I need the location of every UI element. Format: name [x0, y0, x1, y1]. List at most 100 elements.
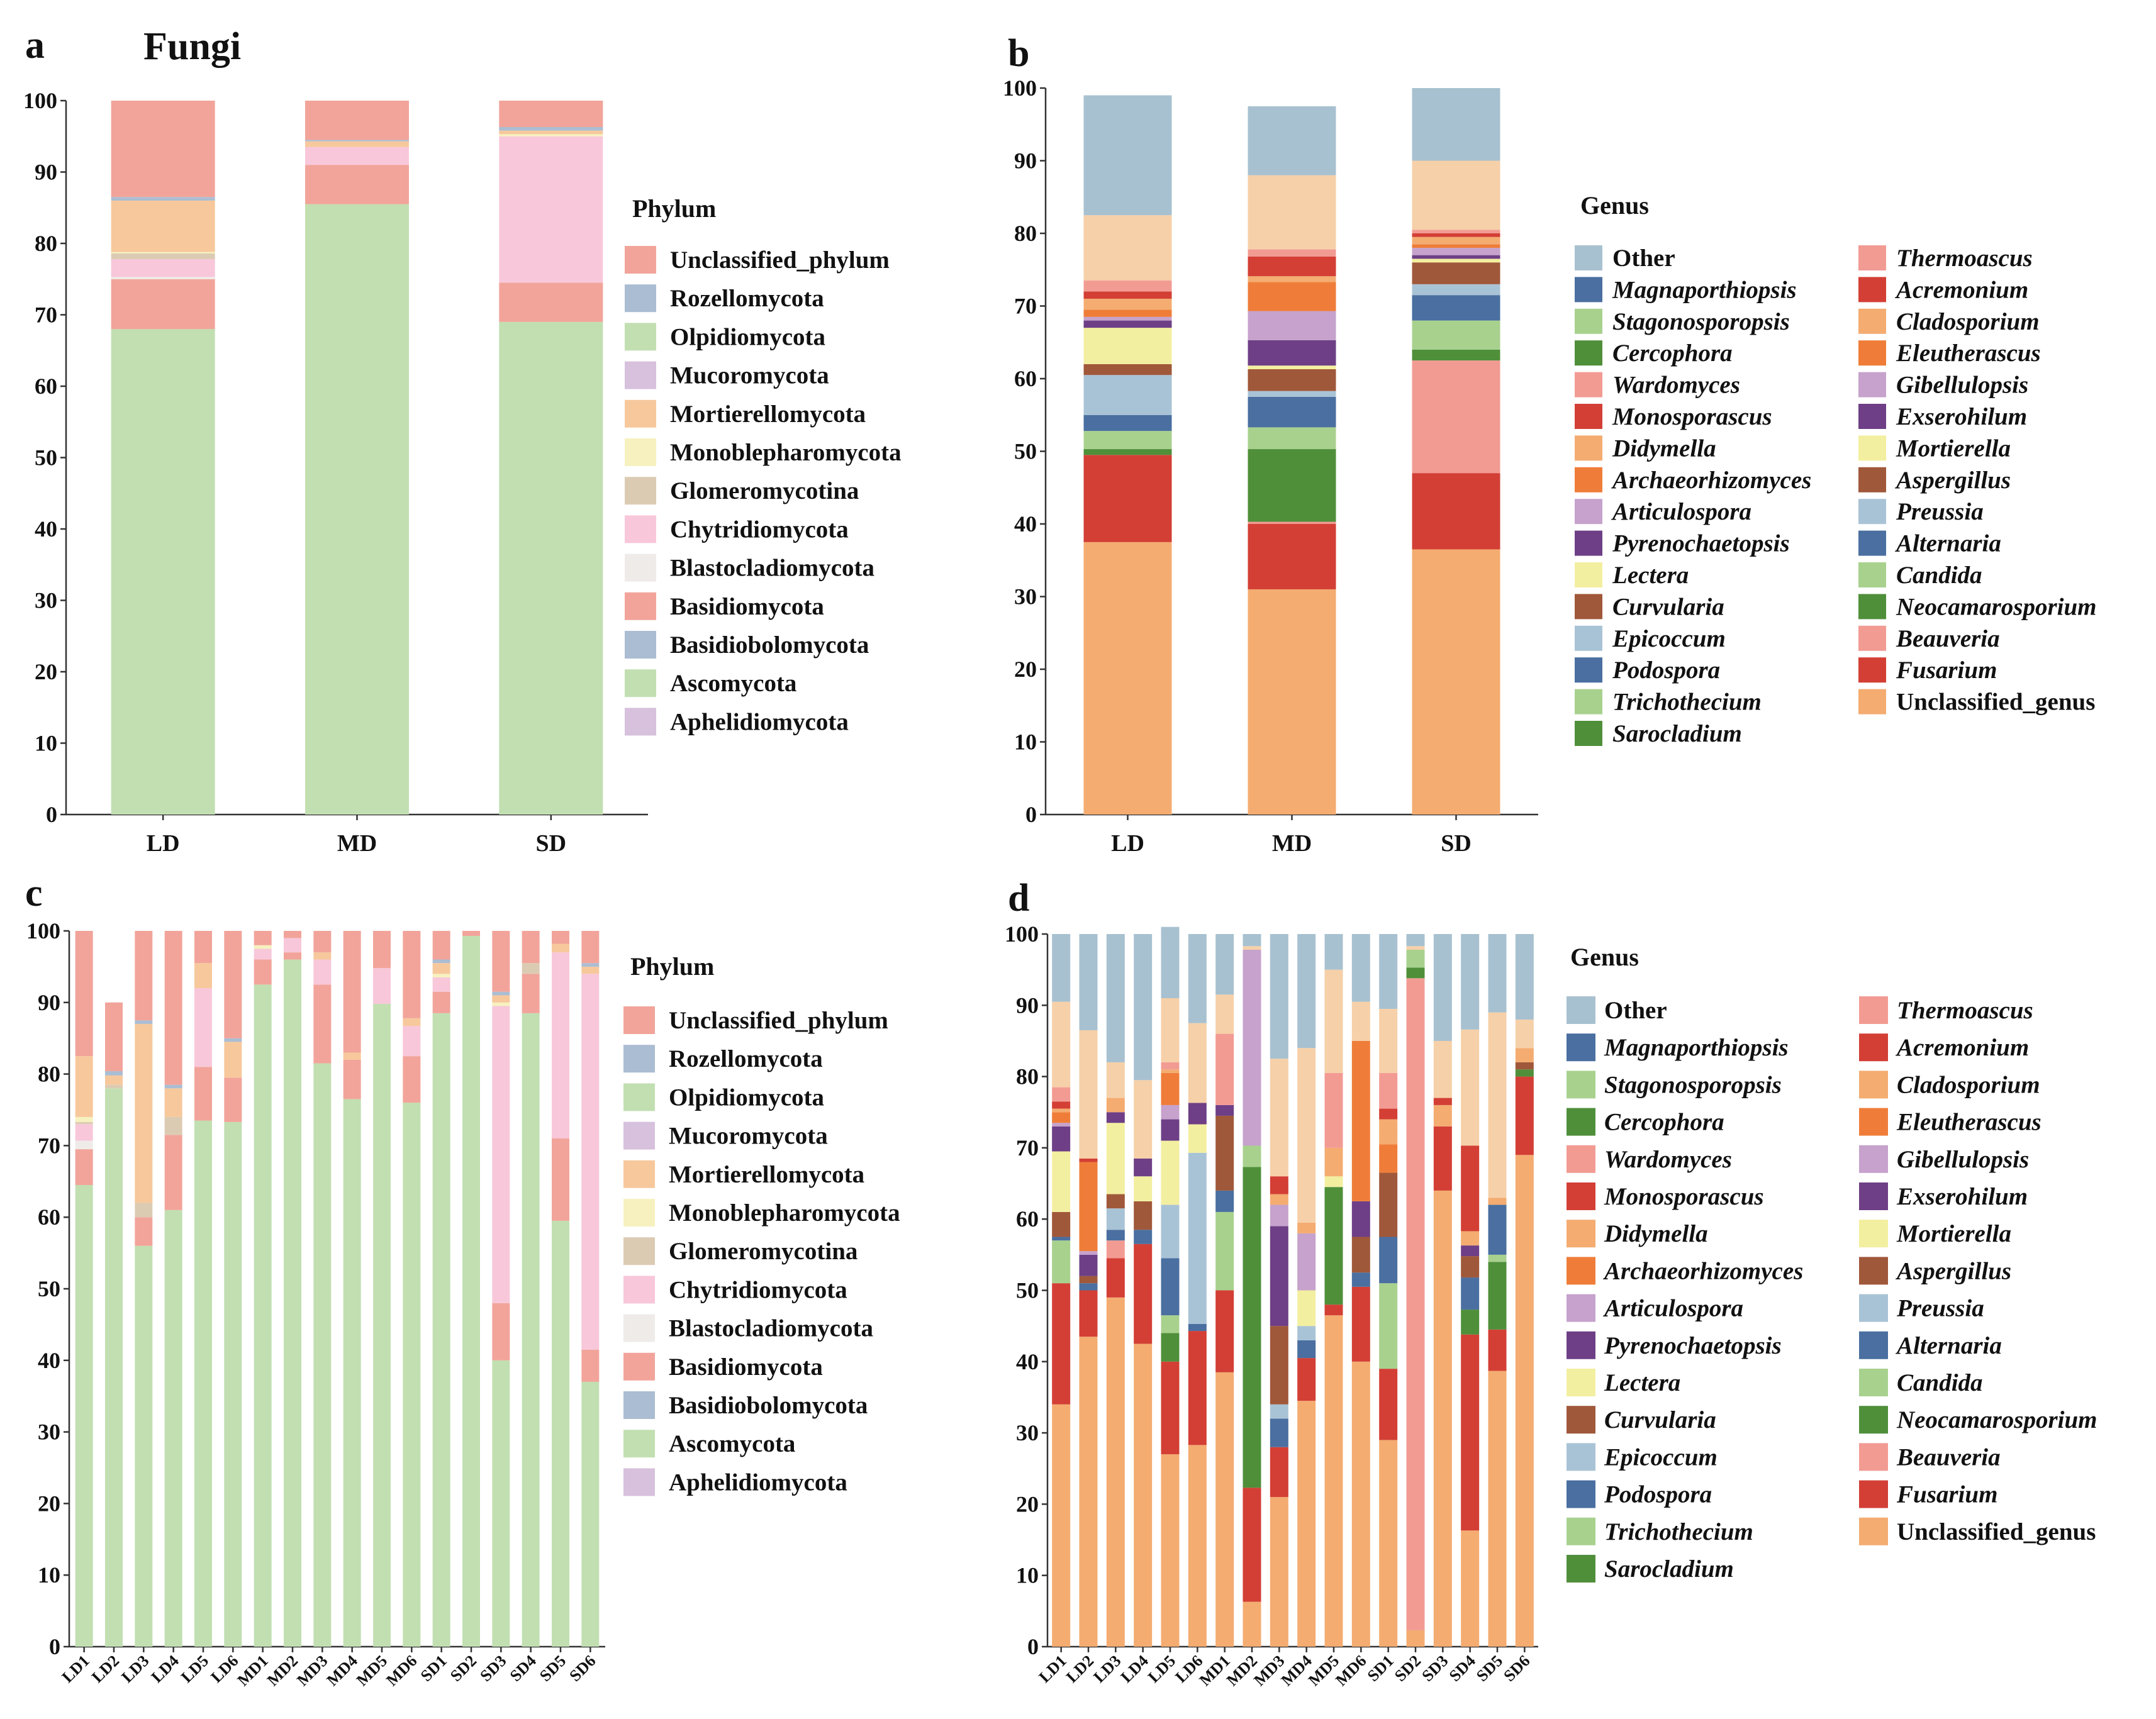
legend-swatch [1575, 308, 1602, 334]
bar-segment-SD3-cladosporium [1433, 1104, 1452, 1127]
legend-swatch [1858, 340, 1886, 366]
legend-label: Rozellomycota [670, 285, 824, 312]
bar-segment-MD4-unclassified-phylum [343, 931, 361, 1053]
bar-segment-SD6-ascomycota [581, 1381, 600, 1647]
bar-segment-LD-mortierella [1083, 328, 1172, 364]
legend-swatch [1575, 435, 1602, 461]
legend-swatch [625, 284, 656, 313]
bar-segment-MD-neocamarosporium [1248, 449, 1336, 522]
bar-segment-LD-chytridiomycota [111, 259, 215, 277]
bar-segment-MD6-other [1351, 934, 1370, 1002]
legend-swatch [623, 1314, 655, 1342]
bar-segment-SD4-other-genera [1461, 1029, 1480, 1146]
legend-swatch [1859, 1257, 1888, 1285]
bar-segment-SD2-beauveria [1406, 978, 1425, 1630]
legend-swatch [1567, 1145, 1595, 1173]
bar-segment-LD1-other [1052, 934, 1071, 1002]
bar-segment-SD4-fusarium [1461, 1334, 1480, 1531]
bar-segment-SD3-acremonium [1433, 1098, 1452, 1105]
bar-segment-SD2-ascomycota [462, 935, 480, 1647]
panel-label-d: d [1008, 877, 1029, 920]
bar-segment-LD3-glomeromycotina [135, 1203, 153, 1218]
y-tick-label: 90 [1016, 993, 1039, 1018]
figure-title: Fungi [143, 25, 241, 68]
bar-segment-LD4-rozellomycota [164, 1084, 182, 1089]
chart-panel-a: 0 10 20 30 40 50 60 70 80 90 100 LD MD SD Phylum Unclas… [23, 88, 902, 857]
bar-segment-MD5-neocamarosporium [1324, 1187, 1343, 1305]
bar-segment-LD4-alternaria [1134, 1230, 1153, 1244]
bar-segment-SD1-chytridiomycota [432, 977, 450, 992]
legend-label: Exserohilum [1896, 403, 2027, 430]
bar-segment-SD6-unclassified-genus [1515, 1155, 1534, 1647]
bar-LD [111, 101, 215, 815]
legend-label: Aphelidiomycota [669, 1469, 847, 1496]
bar-segment-SD-exserohilum [1412, 255, 1500, 259]
bar-segment-MD3-aspergillus [1270, 1326, 1288, 1405]
y-tick-label: 60 [35, 374, 57, 399]
legend-label: Epicoccum [1604, 1444, 1718, 1471]
bar-segment-LD4-aspergillus [1134, 1201, 1153, 1230]
legend-swatch [1859, 1108, 1888, 1136]
bar-segment-MD-eleutherascus [1248, 282, 1336, 311]
bar-segment-LD-basidiomycota [111, 279, 215, 330]
legend-swatch [625, 554, 656, 582]
bar-segment-SD-preussia [1412, 284, 1500, 296]
bar-segment-LD6-rozellomycota [224, 1038, 242, 1042]
legend-label: Lectera [1612, 562, 1689, 589]
bar-segment-MD1-unclassified-phylum [254, 931, 272, 945]
bar-segment-SD1-mortierellomycota [432, 963, 450, 974]
bar-segment-LD6-alternaria [1188, 1323, 1207, 1332]
legend-label: Basidiobolomycota [670, 631, 869, 659]
bar-segment-LD4-fusarium [1134, 1243, 1153, 1344]
bar-segment-MD3-chytridiomycota [313, 959, 332, 985]
legend-swatch [1858, 562, 1886, 587]
bar-SD2 [462, 931, 480, 1647]
bar-segment-SD1-other [1379, 934, 1398, 1009]
legend-title: Phylum [632, 194, 716, 223]
legend-label: Basidiomycota [669, 1354, 823, 1381]
legend-label: Wardomyces [1604, 1146, 1732, 1173]
bar-segment-LD4-other-genera [1134, 1080, 1153, 1159]
bar-MD2 [1243, 934, 1261, 1647]
legend-swatch [1575, 657, 1602, 683]
bar-MD4 [1297, 934, 1316, 1647]
bar-segment-SD2-neocamarosporium [1406, 967, 1425, 979]
bar-segment-MD2-fusarium [1243, 1488, 1261, 1602]
legend-swatch [1575, 625, 1602, 651]
bar-segment-LD1-eleutherascus [1052, 1112, 1071, 1123]
legend-label: Other [1612, 245, 1675, 272]
bar-segment-SD5-fusarium [1488, 1329, 1507, 1371]
bar-segment-LD1-basidiomycota [75, 1149, 93, 1185]
bar-segment-SD-gibellulopsis [1412, 248, 1500, 255]
legend-label: Exserohilum [1896, 1183, 2028, 1210]
y-tick-label: 50 [1016, 1278, 1039, 1303]
bar-segment-MD4-fusarium [1297, 1358, 1316, 1401]
legend-label: Lectera [1604, 1369, 1680, 1396]
y-tick-label: 80 [1016, 1064, 1039, 1089]
bar-segment-LD5-neocamarosporium [1161, 1333, 1180, 1362]
legend-swatch [1859, 1369, 1888, 1396]
y-tick-label: 80 [35, 231, 57, 256]
bar-MD5 [373, 931, 391, 1647]
bar-segment-LD-candida [1083, 431, 1172, 450]
bar-segment-MD-other [1248, 106, 1336, 175]
legend-label: Basidiomycota [670, 593, 824, 620]
bar-LD6 [1188, 934, 1207, 1647]
bar-segment-LD5-other [1161, 926, 1180, 998]
bar-segment-SD1-alternaria [1379, 1237, 1398, 1284]
x-tick-label: LD [147, 830, 180, 857]
bar-SD [1412, 88, 1500, 815]
bar-SD6 [1515, 934, 1534, 1647]
bar-segment-SD5-unclassified-phylum [552, 931, 569, 944]
bar-LD4 [1134, 934, 1153, 1647]
legend-label: Blastocladiomycota [670, 555, 874, 582]
bar-segment-MD5-other [1324, 934, 1343, 970]
bar-segment-SD6-fusarium [1515, 1076, 1534, 1155]
legend-swatch [1575, 467, 1602, 492]
bar-segment-LD6-unclassified-phylum [224, 931, 242, 1038]
bar-segment-SD4-glomeromycotina [522, 963, 540, 974]
bar-segment-SD3-unclassified-phylum [492, 931, 510, 992]
legend-swatch [623, 1199, 655, 1227]
legend-swatch [1575, 245, 1602, 270]
y-tick-label: 70 [38, 1133, 60, 1158]
